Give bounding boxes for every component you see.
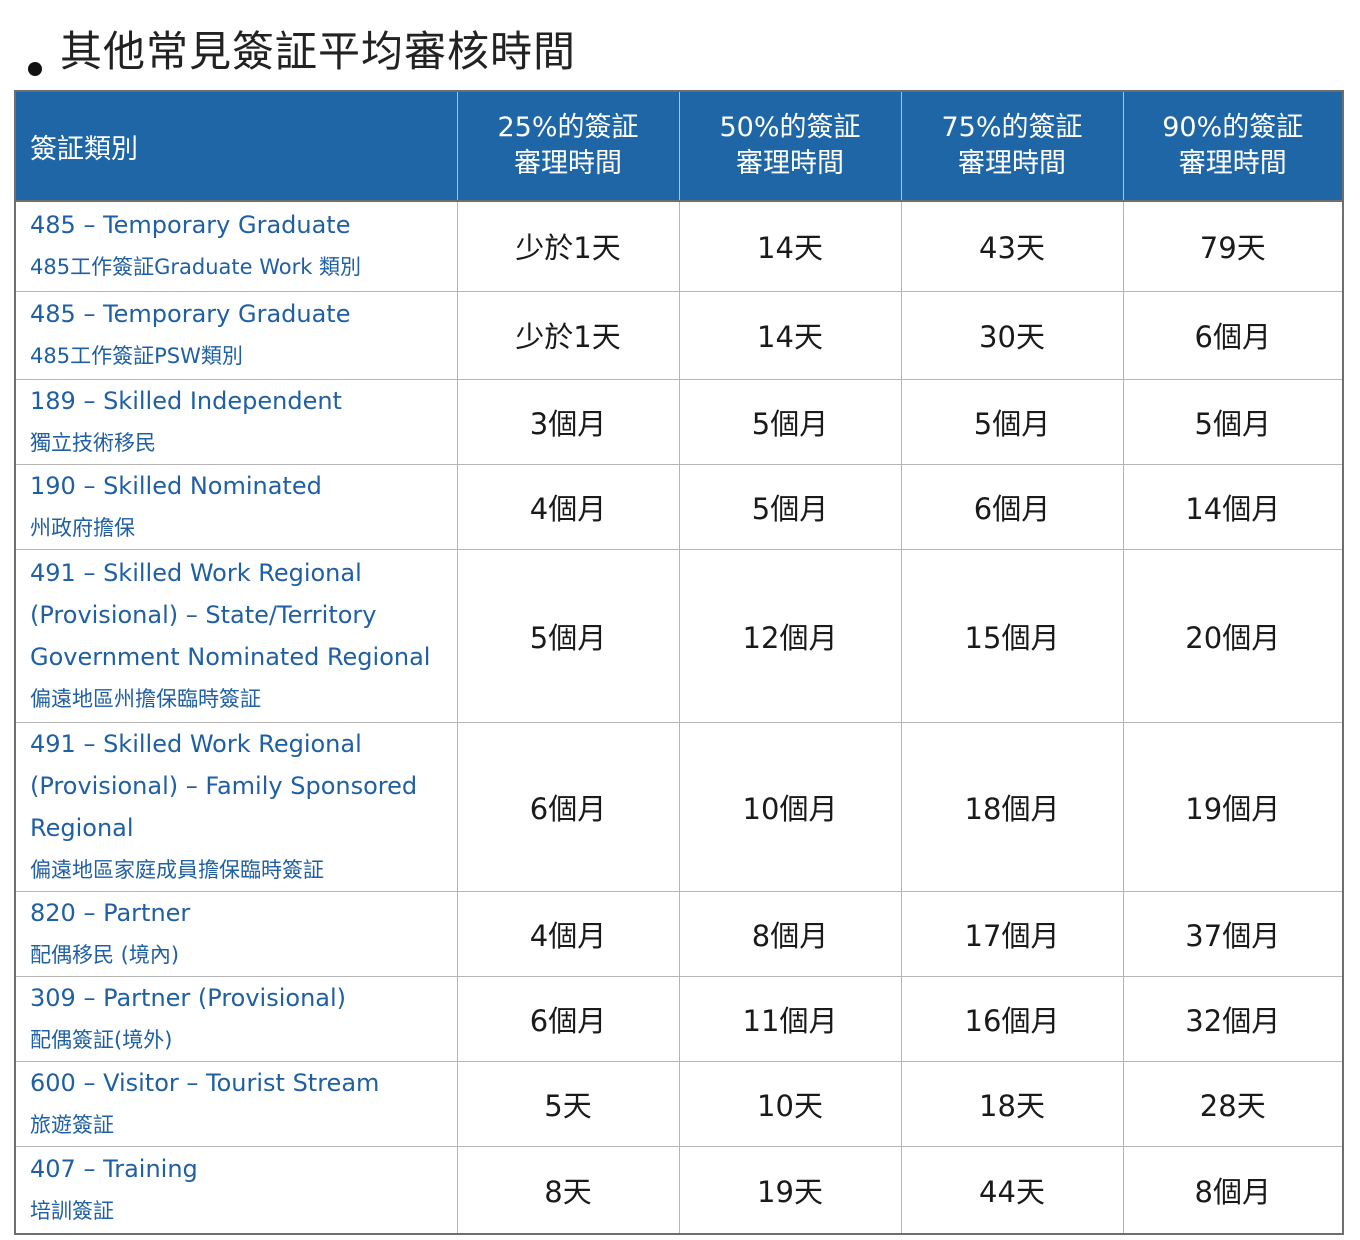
time-75-percent: 6個月 — [901, 464, 1124, 550]
time-75-percent: 16個月 — [901, 976, 1124, 1062]
table-row: 190 – Skilled Nominated 州政府擔保 4個月 5個月 6個月 14個… — [15, 464, 1343, 550]
visa-name-zh: 485工作簽証PSW類別 — [30, 344, 243, 368]
visa-type-cell: 190 – Skilled Nominated 州政府擔保 — [15, 464, 458, 550]
time-50-percent: 10天 — [679, 1061, 902, 1147]
visa-type-cell: 491 – Skilled Work Regional (Provisional… — [15, 722, 458, 892]
visa-name-zh: 偏遠地區州擔保臨時簽証 — [30, 686, 261, 711]
table-row: 485 – Temporary Graduate 485工作簽証PSW類別 少於1天… — [15, 291, 1343, 380]
table-row: 600 – Visitor – Tourist Stream 旅遊簽証 5天 10天 1… — [15, 1061, 1343, 1147]
visa-name-en: 600 – Visitor – Tourist Stream — [30, 1068, 380, 1097]
time-25-percent: 6個月 — [457, 976, 680, 1062]
table-body: 485 – Temporary Graduate 485工作簽証Graduate … — [15, 201, 1343, 1235]
time-90-percent: 19個月 — [1123, 722, 1343, 892]
visa-name-zh: 配偶移民 (境內) — [30, 942, 180, 967]
visa-name-en: 485 – Temporary Graduate — [30, 300, 351, 328]
header-90-percent: 90%的簽証 審理時間 — [1123, 91, 1343, 202]
time-50-percent: 5個月 — [679, 379, 902, 465]
time-75-percent: 18個月 — [901, 722, 1124, 892]
table-row: 189 – Skilled Independent 獨立技術移民 3個月 5個月 5個月… — [15, 379, 1343, 465]
visa-type-cell: 407 – Training 培訓簽証 — [15, 1146, 458, 1235]
visa-type-cell: 309 – Partner (Provisional) 配偶簽証(境外) — [15, 976, 458, 1062]
time-75-percent: 30天 — [901, 291, 1124, 380]
time-25-percent: 6個月 — [457, 722, 680, 892]
time-25-percent: 5天 — [457, 1061, 680, 1147]
visa-name-en: 491 – Skilled Work Regional (Provisional… — [30, 558, 431, 671]
time-25-percent: 4個月 — [457, 464, 680, 550]
header-25-percent: 25%的簽証 審理時間 — [457, 91, 680, 202]
title-bar: 其他常見簽証平均審核時間 — [28, 18, 576, 82]
time-75-percent: 15個月 — [901, 549, 1124, 723]
visa-name-en: 309 – Partner (Provisional) — [30, 983, 347, 1012]
time-50-percent: 5個月 — [679, 464, 902, 550]
time-25-percent: 5個月 — [457, 549, 680, 723]
visa-name-en: 820 – Partner — [30, 898, 191, 927]
header-row: 簽証類別 25%的簽証 審理時間 50%的簽証 審理時間 75%的簽証 審理時間 90… — [15, 91, 1343, 202]
bullet-icon — [28, 62, 42, 76]
visa-processing-table: 簽証類別 25%的簽証 審理時間 50%的簽証 審理時間 75%的簽証 審理時間 90… — [14, 90, 1344, 1235]
time-90-percent: 32個月 — [1123, 976, 1343, 1062]
table-row: 407 – Training 培訓簽証 8天 19天 44天 8個月 — [15, 1146, 1343, 1235]
visa-name-en: 189 – Skilled Independent — [30, 386, 342, 415]
time-75-percent: 44天 — [901, 1146, 1124, 1235]
time-50-percent: 12個月 — [679, 549, 902, 723]
visa-name-zh: 配偶簽証(境外) — [30, 1027, 173, 1052]
time-75-percent: 17個月 — [901, 891, 1124, 977]
visa-name-en: 407 – Training — [30, 1154, 198, 1183]
visa-type-cell: 485 – Temporary Graduate 485工作簽証Graduate … — [15, 201, 458, 292]
time-90-percent: 5個月 — [1123, 379, 1343, 465]
time-50-percent: 19天 — [679, 1146, 902, 1235]
visa-type-cell: 485 – Temporary Graduate 485工作簽証PSW類別 — [15, 291, 458, 380]
visa-name-zh: 獨立技術移民 — [30, 430, 156, 455]
time-90-percent: 20個月 — [1123, 549, 1343, 723]
time-50-percent: 8個月 — [679, 891, 902, 977]
time-50-percent: 11個月 — [679, 976, 902, 1062]
visa-name-en: 485 – Temporary Graduate — [30, 211, 351, 240]
visa-name-en: 491 – Skilled Work Regional (Provisional… — [30, 729, 418, 842]
visa-name-en: 190 – Skilled Nominated — [30, 471, 322, 500]
time-50-percent: 14天 — [679, 291, 902, 380]
table-row: 309 – Partner (Provisional) 配偶簽証(境外) 6個月 11… — [15, 976, 1343, 1062]
visa-type-cell: 189 – Skilled Independent 獨立技術移民 — [15, 379, 458, 465]
visa-name-zh: 偏遠地區家庭成員擔保臨時簽証 — [30, 857, 324, 882]
time-90-percent: 6個月 — [1123, 291, 1343, 380]
time-90-percent: 8個月 — [1123, 1146, 1343, 1235]
time-25-percent: 4個月 — [457, 891, 680, 977]
visa-name-zh: 州政府擔保 — [30, 515, 135, 540]
table-row: 491 – Skilled Work Regional (Provisional… — [15, 722, 1343, 892]
table-row: 485 – Temporary Graduate 485工作簽証Graduate … — [15, 201, 1343, 292]
time-25-percent: 8天 — [457, 1146, 680, 1235]
time-75-percent: 43天 — [901, 201, 1124, 292]
time-90-percent: 28天 — [1123, 1061, 1343, 1147]
header-50-percent: 50%的簽証 審理時間 — [679, 91, 902, 202]
table-row: 820 – Partner 配偶移民 (境內) 4個月 8個月 17個月 37個月 — [15, 891, 1343, 977]
visa-type-cell: 820 – Partner 配偶移民 (境內) — [15, 891, 458, 977]
time-90-percent: 14個月 — [1123, 464, 1343, 550]
time-75-percent: 5個月 — [901, 379, 1124, 465]
visa-name-zh: 485工作簽証Graduate Work 類別 — [30, 255, 362, 280]
visa-name-zh: 培訓簽証 — [30, 1198, 114, 1223]
page-title: 其他常見簽証平均審核時間 — [60, 27, 577, 76]
time-50-percent: 14天 — [679, 201, 902, 292]
time-25-percent: 少於1天 — [457, 291, 680, 380]
visa-type-cell: 491 – Skilled Work Regional (Provisional… — [15, 549, 458, 723]
header-75-percent: 75%的簽証 審理時間 — [901, 91, 1124, 202]
time-90-percent: 37個月 — [1123, 891, 1343, 977]
header-visa-type: 簽証類別 — [15, 91, 458, 202]
time-90-percent: 79天 — [1123, 201, 1343, 292]
time-25-percent: 少於1天 — [457, 201, 680, 292]
table-row: 491 – Skilled Work Regional (Provisional… — [15, 549, 1343, 723]
time-50-percent: 10個月 — [679, 722, 902, 892]
time-25-percent: 3個月 — [457, 379, 680, 465]
time-75-percent: 18天 — [901, 1061, 1124, 1147]
visa-name-zh: 旅遊簽証 — [30, 1112, 114, 1137]
visa-type-cell: 600 – Visitor – Tourist Stream 旅遊簽証 — [15, 1061, 458, 1147]
